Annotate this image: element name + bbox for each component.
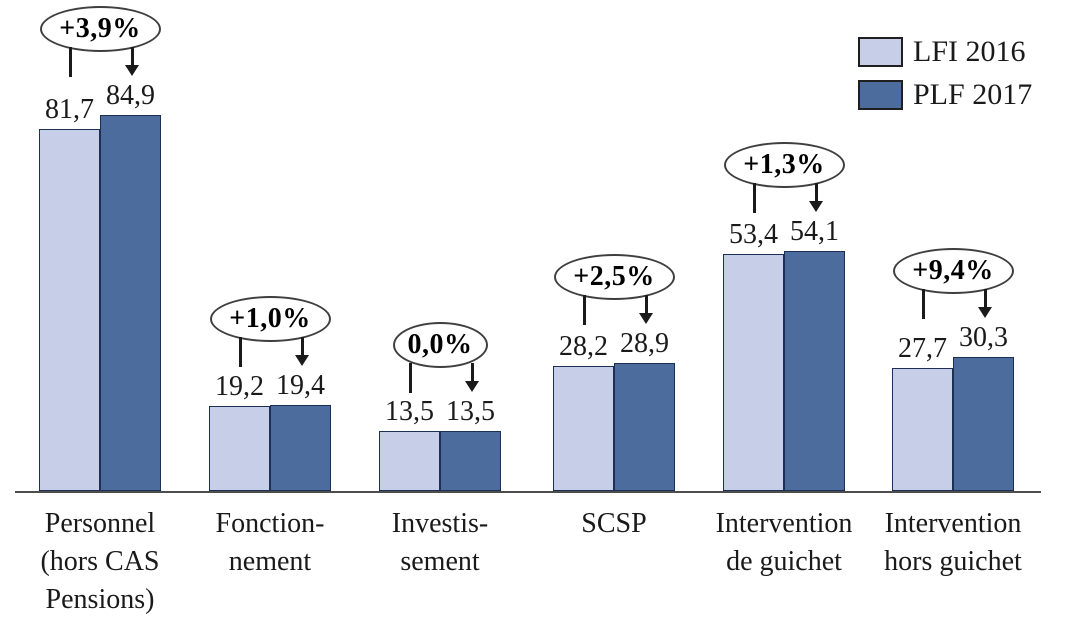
change-label: 0,0% bbox=[407, 329, 473, 360]
change-label: +1,3% bbox=[743, 149, 825, 180]
legend-swatch-plf-icon bbox=[858, 80, 903, 110]
arrowhead-icon bbox=[465, 381, 479, 392]
category-label: Intervention de guichet bbox=[715, 508, 853, 577]
bar-lfi-2016 bbox=[379, 431, 440, 491]
change-label: +9,4% bbox=[912, 255, 994, 286]
value-label-lfi: 81,7 bbox=[45, 94, 94, 125]
arrowhead-icon bbox=[125, 65, 139, 76]
connector-line bbox=[922, 289, 925, 319]
connector-line bbox=[753, 183, 756, 213]
arrowhead-icon bbox=[809, 201, 823, 212]
bar-plf-2017 bbox=[614, 363, 675, 491]
value-label-lfi: 13,5 bbox=[385, 396, 434, 427]
category-label: Intervention hors guichet bbox=[884, 508, 1022, 577]
bar-lfi-2016 bbox=[209, 406, 270, 491]
change-ellipse: 0,0% bbox=[392, 322, 488, 368]
connector-line bbox=[409, 363, 412, 393]
change-label: +1,0% bbox=[229, 303, 311, 334]
change-label: +2,5% bbox=[573, 261, 655, 292]
bar-lfi-2016 bbox=[39, 129, 100, 491]
connector-arrow bbox=[984, 289, 987, 308]
bar-lfi-2016 bbox=[723, 254, 784, 491]
change-ellipse: +1,0% bbox=[209, 296, 331, 342]
value-label-lfi: 28,2 bbox=[559, 331, 608, 362]
bar-plf-2017 bbox=[270, 405, 331, 491]
change-ellipse: +9,4% bbox=[892, 248, 1014, 294]
legend-item-lfi-2016: LFI 2016 bbox=[858, 37, 1032, 67]
connector-arrow bbox=[301, 337, 304, 356]
category-label: Investis- sement bbox=[391, 508, 489, 577]
bar-plf-2017 bbox=[100, 115, 161, 491]
change-label: +3,9% bbox=[59, 13, 141, 44]
connector-line bbox=[583, 295, 586, 325]
legend: LFI 2016 PLF 2017 bbox=[858, 37, 1032, 110]
change-ellipse: +2,5% bbox=[553, 254, 675, 300]
legend-swatch-lfi-icon bbox=[858, 37, 903, 67]
connector-line bbox=[69, 47, 72, 77]
change-ellipse: +1,3% bbox=[723, 142, 845, 188]
connector-arrow bbox=[815, 183, 818, 202]
value-label-plf: 13,5 bbox=[446, 396, 495, 427]
legend-label-plf: PLF 2017 bbox=[913, 78, 1033, 111]
category-label: SCSP bbox=[581, 508, 647, 539]
category-label: Fonction- nement bbox=[215, 508, 325, 577]
arrowhead-icon bbox=[639, 313, 653, 324]
connector-arrow bbox=[471, 363, 474, 382]
bar-plf-2017 bbox=[784, 251, 845, 491]
value-label-plf: 28,9 bbox=[620, 328, 669, 359]
value-label-lfi: 19,2 bbox=[215, 371, 264, 402]
connector-arrow bbox=[131, 47, 134, 66]
value-label-plf: 19,4 bbox=[276, 370, 325, 401]
arrowhead-icon bbox=[978, 307, 992, 318]
bar-lfi-2016 bbox=[553, 366, 614, 491]
value-label-lfi: 27,7 bbox=[898, 333, 947, 364]
value-label-plf: 54,1 bbox=[790, 216, 839, 247]
bar-plf-2017 bbox=[440, 431, 501, 491]
connector-line bbox=[239, 337, 242, 367]
legend-label-lfi: LFI 2016 bbox=[913, 35, 1026, 68]
bar-plf-2017 bbox=[953, 357, 1014, 491]
value-label-lfi: 53,4 bbox=[729, 219, 778, 250]
arrowhead-icon bbox=[295, 355, 309, 366]
value-label-plf: 30,3 bbox=[959, 322, 1008, 353]
legend-item-plf-2017: PLF 2017 bbox=[858, 80, 1032, 110]
bar-lfi-2016 bbox=[892, 368, 953, 491]
category-label: Personnel (hors CAS Pensions) bbox=[40, 508, 160, 615]
change-ellipse: +3,9% bbox=[39, 6, 161, 52]
x-axis-line bbox=[15, 491, 1041, 493]
connector-arrow bbox=[645, 295, 648, 314]
value-label-plf: 84,9 bbox=[106, 80, 155, 111]
